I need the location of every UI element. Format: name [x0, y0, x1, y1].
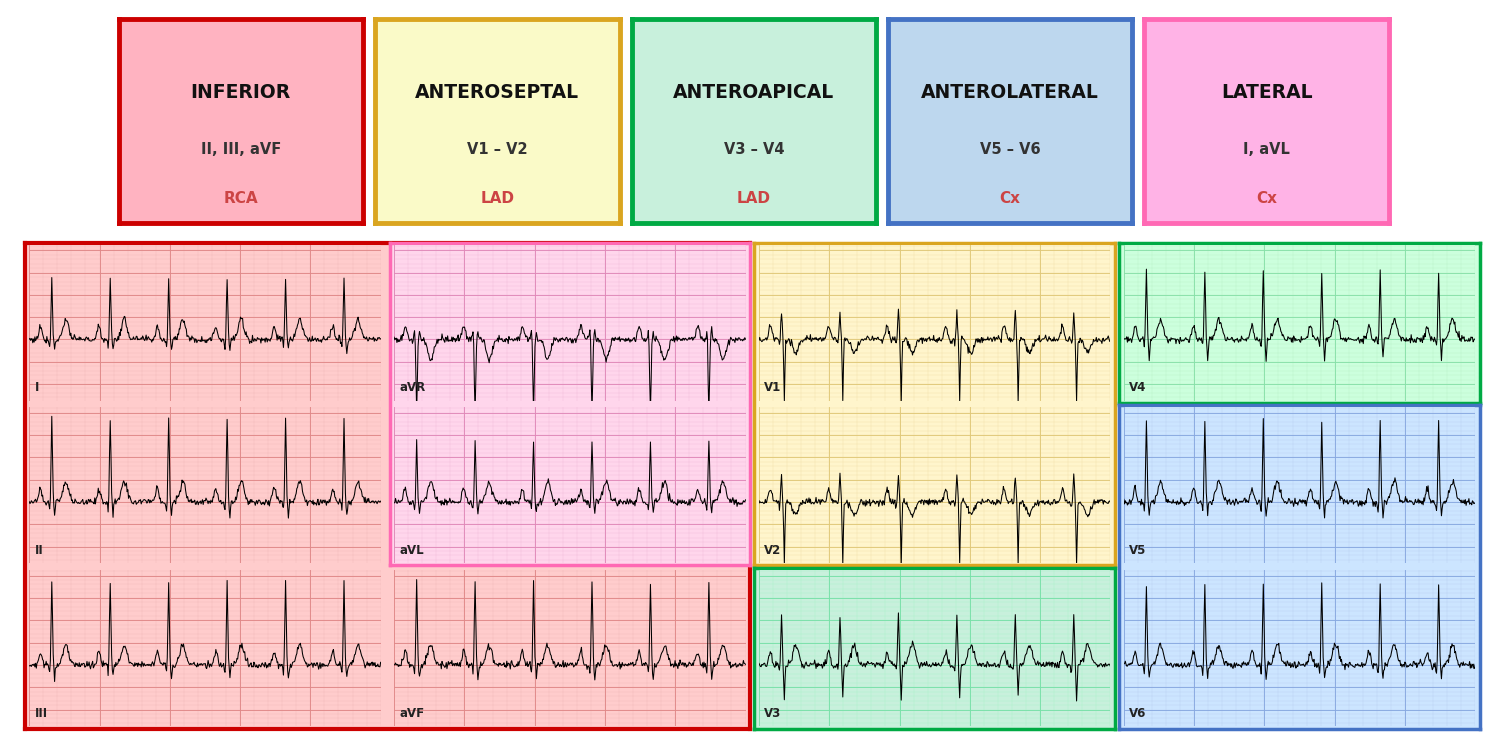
Text: RCA: RCA	[224, 191, 258, 206]
Text: LAD: LAD	[480, 191, 514, 206]
Text: V6: V6	[1130, 707, 1146, 720]
Text: III: III	[34, 707, 48, 720]
Text: II: II	[34, 544, 44, 557]
Text: aVF: aVF	[399, 707, 424, 720]
Text: V1 – V2: V1 – V2	[466, 142, 528, 157]
Text: II, III, aVF: II, III, aVF	[201, 142, 280, 157]
Text: aVR: aVR	[399, 381, 426, 395]
Text: ANTEROLATERAL: ANTEROLATERAL	[921, 82, 1100, 102]
Text: aVL: aVL	[399, 544, 424, 557]
Text: LATERAL: LATERAL	[1221, 82, 1312, 102]
Text: Cx: Cx	[1257, 191, 1276, 206]
Text: V5: V5	[1130, 544, 1146, 557]
Text: ANTEROSEPTAL: ANTEROSEPTAL	[416, 82, 579, 102]
Text: INFERIOR: INFERIOR	[190, 82, 291, 102]
Text: V2: V2	[765, 544, 782, 557]
Text: V3: V3	[765, 707, 782, 720]
Text: ANTEROAPICAL: ANTEROAPICAL	[674, 82, 834, 102]
Text: I, aVL: I, aVL	[1244, 142, 1290, 157]
Text: I: I	[34, 381, 39, 395]
Text: V5 – V6: V5 – V6	[980, 142, 1041, 157]
Text: V3 – V4: V3 – V4	[723, 142, 784, 157]
Text: V1: V1	[765, 381, 782, 395]
Text: LAD: LAD	[736, 191, 771, 206]
Text: V4: V4	[1130, 381, 1146, 395]
Text: Cx: Cx	[999, 191, 1020, 206]
